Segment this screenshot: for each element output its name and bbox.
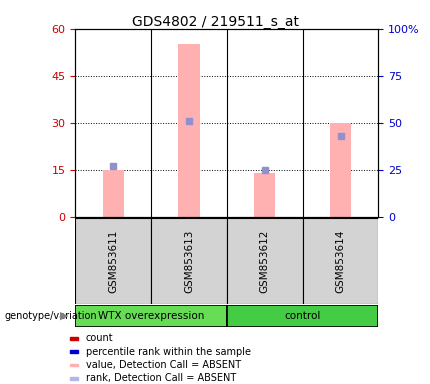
Text: rank, Detection Call = ABSENT: rank, Detection Call = ABSENT: [86, 373, 236, 384]
Bar: [75, 218, 151, 304]
Bar: [75, 305, 227, 327]
Bar: [227, 305, 378, 327]
Bar: [70, 351, 78, 353]
Bar: [151, 218, 227, 304]
Bar: [70, 337, 78, 339]
Text: GSM853611: GSM853611: [108, 229, 118, 293]
Text: genotype/variation: genotype/variation: [4, 311, 97, 321]
Bar: [303, 218, 378, 304]
Bar: [102, 170, 124, 217]
Text: GSM853613: GSM853613: [184, 229, 194, 293]
Bar: [178, 45, 200, 217]
Bar: [70, 364, 78, 366]
Text: GDS4802 / 219511_s_at: GDS4802 / 219511_s_at: [132, 15, 298, 28]
Text: WTX overexpression: WTX overexpression: [98, 311, 204, 321]
Bar: [227, 218, 303, 304]
Text: GSM853612: GSM853612: [260, 229, 270, 293]
Text: value, Detection Call = ABSENT: value, Detection Call = ABSENT: [86, 360, 241, 370]
Text: control: control: [284, 311, 321, 321]
Text: ▶: ▶: [60, 311, 69, 321]
Bar: [254, 173, 275, 217]
Text: count: count: [86, 333, 114, 343]
Bar: [70, 377, 78, 380]
Bar: [330, 123, 351, 217]
Text: percentile rank within the sample: percentile rank within the sample: [86, 347, 251, 357]
Text: GSM853614: GSM853614: [335, 229, 346, 293]
